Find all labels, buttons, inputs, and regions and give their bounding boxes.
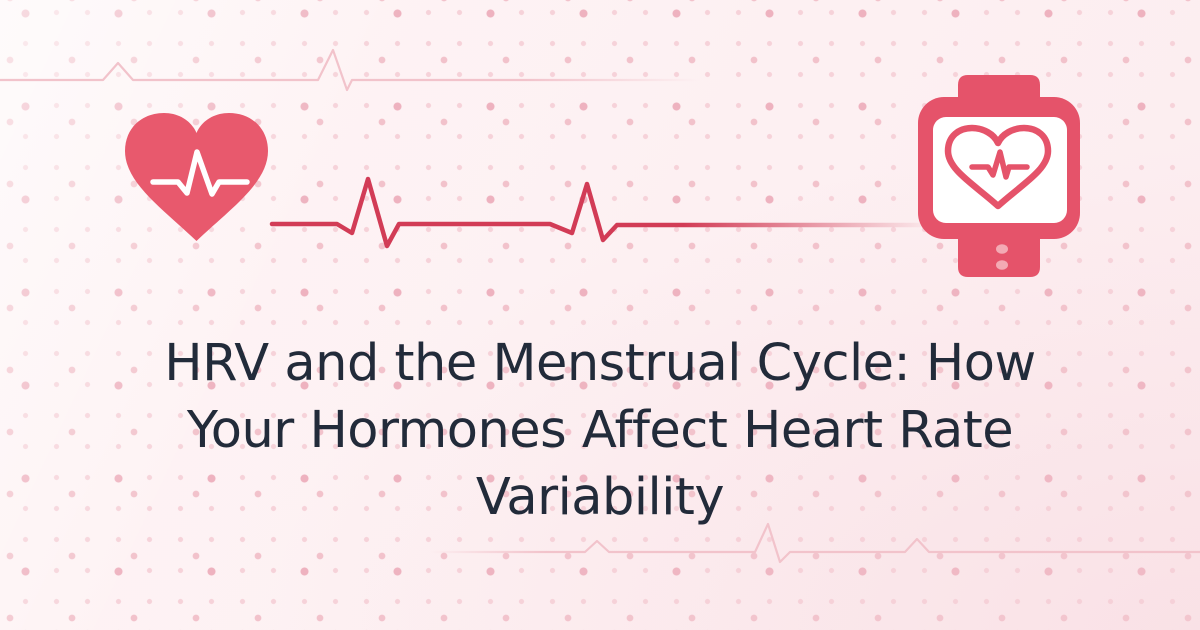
watch-heart-outline xyxy=(944,124,1052,210)
title-line-2: Your Hormones Affect Heart Rate xyxy=(186,401,1014,460)
watch-strap-dot xyxy=(996,244,1008,254)
heart-shape xyxy=(125,113,268,241)
watch-screen xyxy=(933,117,1067,223)
watch-strap-dot xyxy=(996,260,1008,270)
watch-strap-bottom xyxy=(958,239,1040,277)
watch-ekg-trace xyxy=(969,149,1030,180)
heart-ekg-trace xyxy=(150,149,250,197)
title-line-1: HRV and the Menstrual Cycle: How xyxy=(164,334,1036,393)
page-title: HRV and the Menstrual Cycle: How Your Ho… xyxy=(50,330,1150,531)
title-line-3: Variability xyxy=(475,468,725,527)
smartwatch-heart-icon xyxy=(918,75,1080,277)
heart-pulse-icon xyxy=(125,113,268,243)
